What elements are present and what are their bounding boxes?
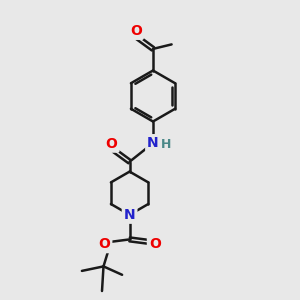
Text: N: N — [147, 136, 159, 150]
Text: N: N — [124, 208, 135, 222]
Text: O: O — [106, 137, 118, 151]
Text: H: H — [160, 138, 171, 151]
Text: O: O — [98, 237, 110, 251]
Text: O: O — [130, 24, 142, 38]
Text: O: O — [149, 237, 161, 251]
